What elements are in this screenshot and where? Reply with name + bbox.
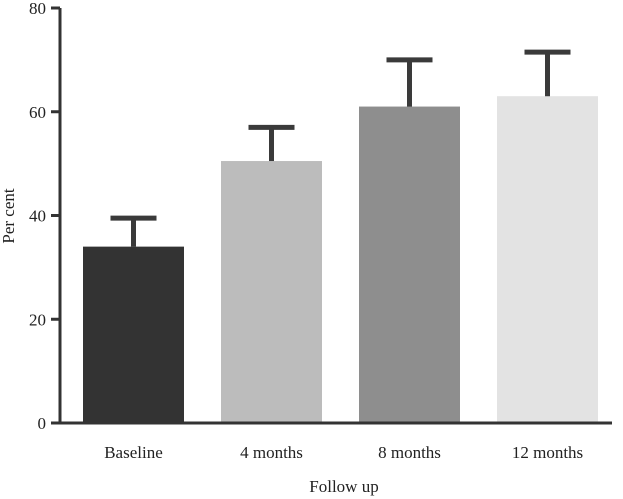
y-ticks: 0 20 40 60 80	[29, 0, 60, 433]
bars	[83, 96, 598, 423]
y-tick-label: 0	[38, 414, 47, 433]
x-ticks: Baseline 4 months 8 months 12 months	[104, 443, 583, 462]
y-tick-label: 60	[29, 103, 46, 122]
error-bars	[110, 49, 571, 247]
y-tick-label: 20	[29, 310, 46, 329]
x-tick-label: 12 months	[512, 443, 583, 462]
x-tick-label: 4 months	[240, 443, 303, 462]
bar	[359, 106, 460, 423]
bar	[83, 246, 184, 423]
y-axis-label: Per cent	[0, 188, 18, 244]
x-tick-label: 8 months	[378, 443, 441, 462]
bar	[221, 161, 322, 423]
y-tick-label: 40	[29, 207, 46, 226]
y-tick-label: 80	[29, 0, 46, 18]
x-axis-label: Follow up	[309, 477, 378, 496]
bar	[497, 96, 598, 423]
x-tick-label: Baseline	[104, 443, 163, 462]
